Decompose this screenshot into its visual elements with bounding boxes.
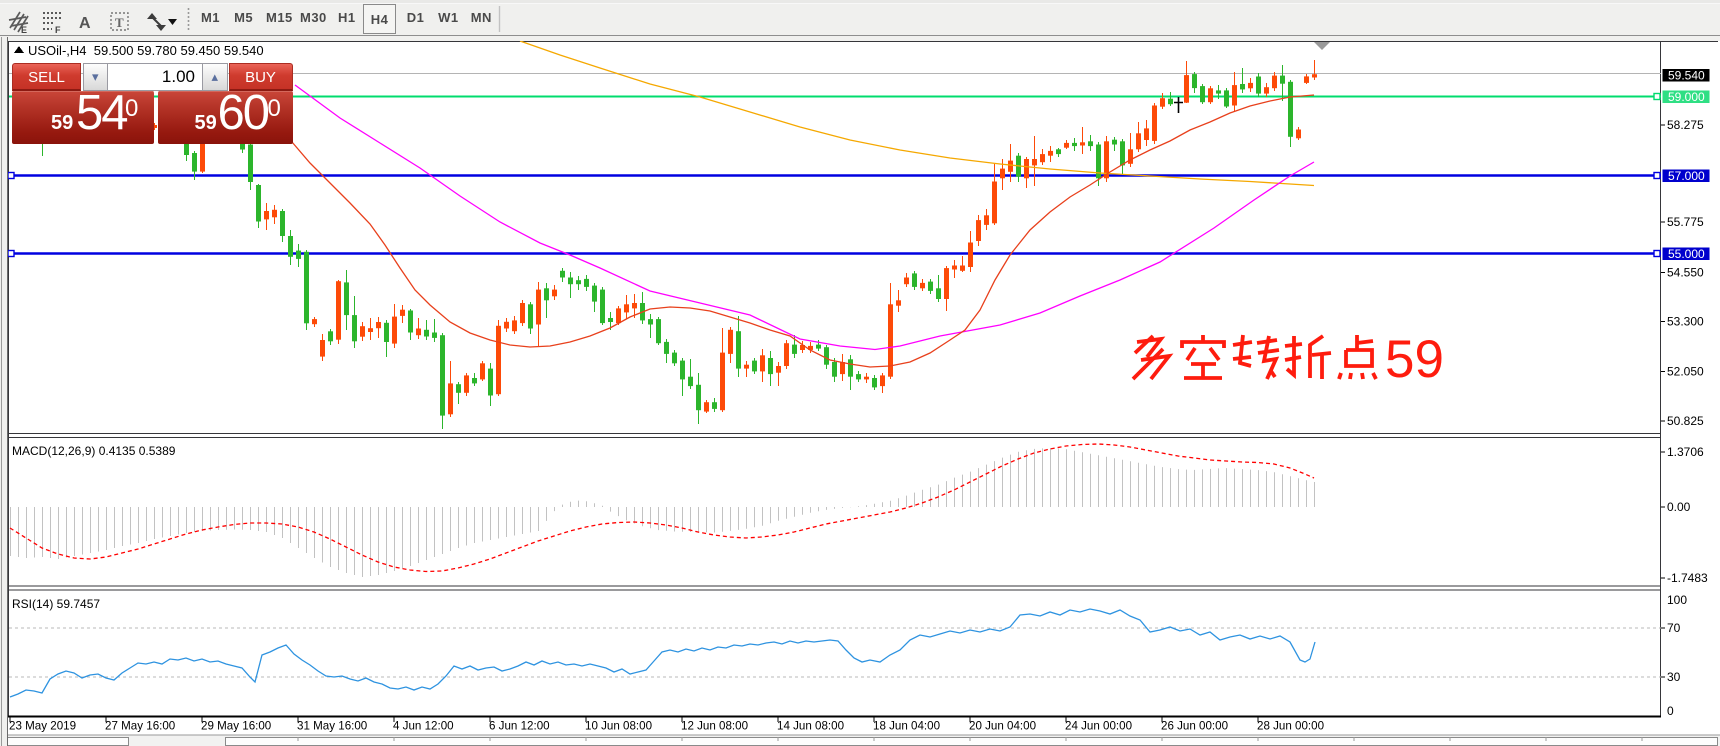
- svg-text:4 Jun 12:00: 4 Jun 12:00: [393, 720, 454, 733]
- svg-text:0: 0: [1667, 704, 1674, 718]
- svg-text:52.050: 52.050: [1667, 365, 1704, 379]
- svg-text:55.775: 55.775: [1667, 215, 1704, 229]
- svg-text:100: 100: [1667, 593, 1687, 607]
- svg-text:24 Jun 00:00: 24 Jun 00:00: [1065, 720, 1132, 733]
- svg-text:T: T: [115, 15, 124, 30]
- svg-text:53.300: 53.300: [1667, 315, 1704, 329]
- svg-text:54.550: 54.550: [1667, 266, 1704, 280]
- svg-text:12 Jun 08:00: 12 Jun 08:00: [681, 720, 748, 733]
- svg-text:14 Jun 08:00: 14 Jun 08:00: [777, 720, 844, 733]
- svg-text:30: 30: [1667, 670, 1681, 684]
- svg-text:1.3706: 1.3706: [1667, 445, 1704, 459]
- svg-text:59.000: 59.000: [1668, 90, 1705, 104]
- svg-text:MACD(12,26,9) 0.4135 0.5389: MACD(12,26,9) 0.4135 0.5389: [12, 444, 176, 458]
- svg-text:23 May 2019: 23 May 2019: [9, 720, 76, 733]
- svg-text:0.00: 0.00: [1667, 500, 1691, 514]
- svg-text:26 Jun 00:00: 26 Jun 00:00: [1161, 720, 1228, 733]
- svg-text:20 Jun 04:00: 20 Jun 04:00: [969, 720, 1036, 733]
- svg-text:29 May 16:00: 29 May 16:00: [201, 720, 271, 733]
- svg-text:58.275: 58.275: [1667, 118, 1704, 132]
- svg-text:59.540: 59.540: [1668, 69, 1705, 83]
- svg-text:57.000: 57.000: [1668, 169, 1705, 183]
- svg-text:RSI(14) 59.7457: RSI(14) 59.7457: [12, 597, 100, 611]
- svg-text:10 Jun 08:00: 10 Jun 08:00: [585, 720, 652, 733]
- svg-text:F: F: [55, 25, 61, 35]
- svg-text:50.825: 50.825: [1667, 414, 1704, 428]
- svg-text:59: 59: [1385, 330, 1444, 389]
- svg-text:27 May 16:00: 27 May 16:00: [105, 720, 175, 733]
- svg-text:E: E: [21, 25, 27, 35]
- svg-text:-1.7483: -1.7483: [1667, 571, 1708, 585]
- svg-text:A: A: [79, 15, 91, 32]
- svg-text:55.000: 55.000: [1668, 247, 1705, 261]
- svg-text:USOil-,H4 59.500 59.780 59.45: USOil-,H4 59.500 59.780 59.450 59.540: [28, 43, 264, 58]
- svg-text:31 May 16:00: 31 May 16:00: [297, 720, 367, 733]
- svg-text:18 Jun 04:00: 18 Jun 04:00: [873, 720, 940, 733]
- svg-text:6 Jun 12:00: 6 Jun 12:00: [489, 720, 550, 733]
- svg-text:28 Jun 00:00: 28 Jun 00:00: [1257, 720, 1324, 733]
- svg-text:70: 70: [1667, 621, 1681, 635]
